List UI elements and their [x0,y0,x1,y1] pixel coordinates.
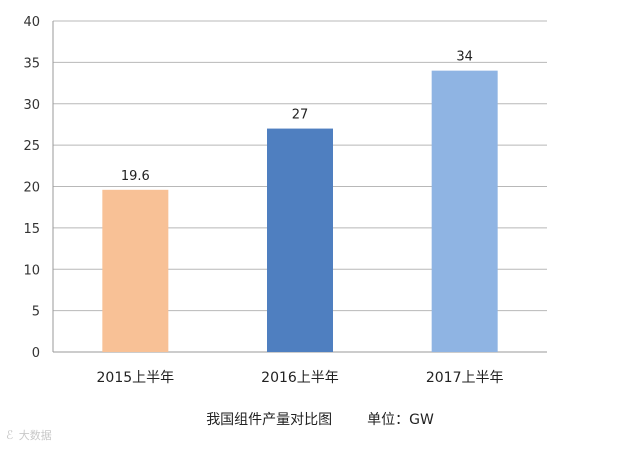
data-label: 19.6 [121,169,150,184]
chart-caption: 我国组件产量对比图 单位：GW [0,409,640,429]
watermark-text: 大数据 [18,429,52,442]
y-tick-label: 30 [23,98,40,113]
x-axis-categories: 2015上半年 2016上半年 2017上半年 [97,370,504,386]
y-tick-label: 5 [32,305,40,320]
bars [102,70,498,353]
y-tick-label: 25 [23,139,40,154]
logo-icon: ℰ [6,428,14,442]
bar [267,128,333,352]
y-tick-label: 0 [32,346,40,361]
watermark: ℰ 大数据 [6,427,52,443]
bar [431,70,498,353]
x-category-label: 2016上半年 [261,370,339,386]
data-label: 34 [456,50,473,65]
data-labels: 19.6 27 34 [121,50,473,184]
caption-title: 我国组件产量对比图 [206,412,333,428]
data-label: 27 [292,108,309,123]
caption-unit: 单位：GW [367,412,434,428]
y-tick-label: 35 [23,56,40,71]
y-axis-ticks: 0 5 10 15 20 25 30 35 40 [23,15,40,361]
y-tick-label: 40 [23,15,40,30]
bar [102,189,169,352]
x-category-label: 2015上半年 [97,370,175,386]
x-category-label: 2017上半年 [426,370,504,386]
y-tick-label: 15 [23,222,40,237]
y-tick-label: 10 [23,263,40,278]
y-tick-label: 20 [23,181,40,196]
